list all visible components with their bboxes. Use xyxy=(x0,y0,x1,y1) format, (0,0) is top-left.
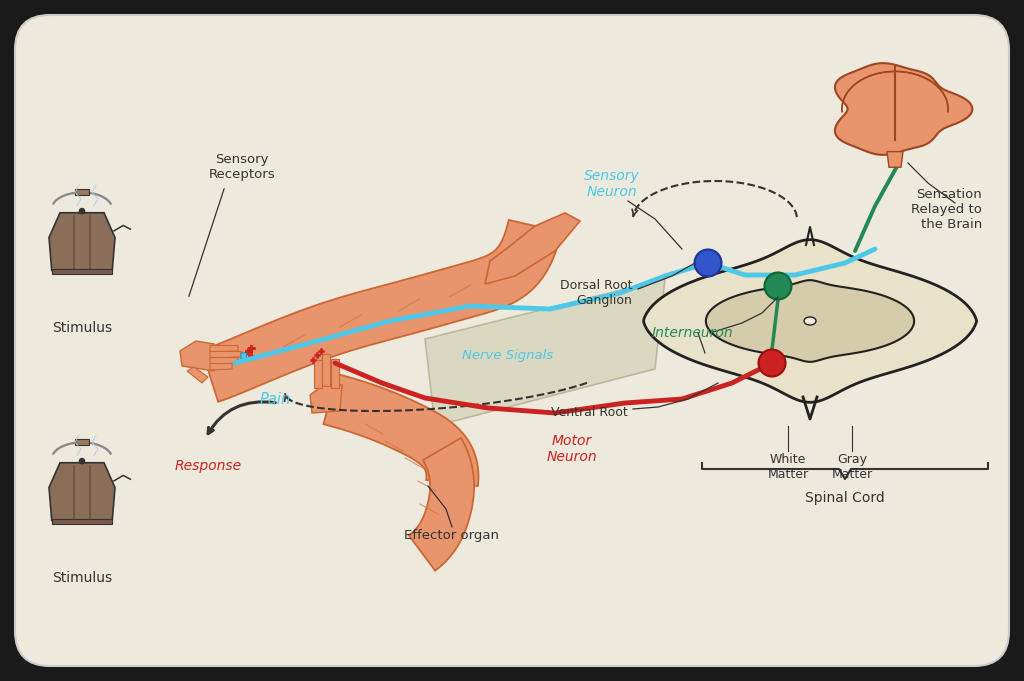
Polygon shape xyxy=(210,345,238,352)
Text: Pain: Pain xyxy=(259,392,291,407)
Polygon shape xyxy=(310,383,342,413)
Text: Sensory
Neuron: Sensory Neuron xyxy=(584,169,640,199)
Circle shape xyxy=(79,208,85,215)
Text: Spinal Cord: Spinal Cord xyxy=(805,491,885,505)
Text: White
Matter: White Matter xyxy=(767,453,809,481)
Text: Effector organ: Effector organ xyxy=(404,529,500,542)
Polygon shape xyxy=(887,152,903,168)
Circle shape xyxy=(759,349,785,377)
Text: Stimulus: Stimulus xyxy=(52,321,112,335)
Bar xyxy=(52,520,113,524)
Text: Gray
Matter: Gray Matter xyxy=(831,453,872,481)
Polygon shape xyxy=(210,364,232,370)
Bar xyxy=(76,439,89,445)
Circle shape xyxy=(765,272,792,300)
Polygon shape xyxy=(49,212,115,270)
Polygon shape xyxy=(425,279,665,426)
Polygon shape xyxy=(49,463,115,520)
Polygon shape xyxy=(187,367,208,383)
Ellipse shape xyxy=(804,317,816,325)
Bar xyxy=(76,189,89,195)
Text: Motor
Neuron: Motor Neuron xyxy=(547,434,597,464)
Text: Response: Response xyxy=(174,459,242,473)
Polygon shape xyxy=(322,354,330,386)
Polygon shape xyxy=(241,353,247,359)
Polygon shape xyxy=(706,280,914,362)
Polygon shape xyxy=(180,341,214,371)
Circle shape xyxy=(79,458,85,464)
Polygon shape xyxy=(331,359,339,388)
Text: Interneuron: Interneuron xyxy=(652,326,733,340)
Polygon shape xyxy=(210,351,241,358)
Polygon shape xyxy=(202,220,561,402)
Polygon shape xyxy=(409,438,474,571)
Polygon shape xyxy=(644,240,977,402)
Circle shape xyxy=(694,249,722,276)
Polygon shape xyxy=(314,360,322,388)
Text: Sensation
Relayed to
the Brain: Sensation Relayed to the Brain xyxy=(911,187,982,230)
Text: Sensory
Receptors: Sensory Receptors xyxy=(209,153,275,181)
Text: Nerve Signals: Nerve Signals xyxy=(463,349,554,362)
Bar xyxy=(52,270,113,274)
FancyBboxPatch shape xyxy=(15,15,1009,666)
Polygon shape xyxy=(485,213,580,284)
Text: Stimulus: Stimulus xyxy=(52,571,112,585)
Polygon shape xyxy=(835,63,973,155)
Text: Dorsal Root
Ganglion: Dorsal Root Ganglion xyxy=(559,279,632,307)
Text: Ventral Root: Ventral Root xyxy=(551,407,628,419)
Polygon shape xyxy=(210,358,238,364)
Polygon shape xyxy=(324,374,478,486)
